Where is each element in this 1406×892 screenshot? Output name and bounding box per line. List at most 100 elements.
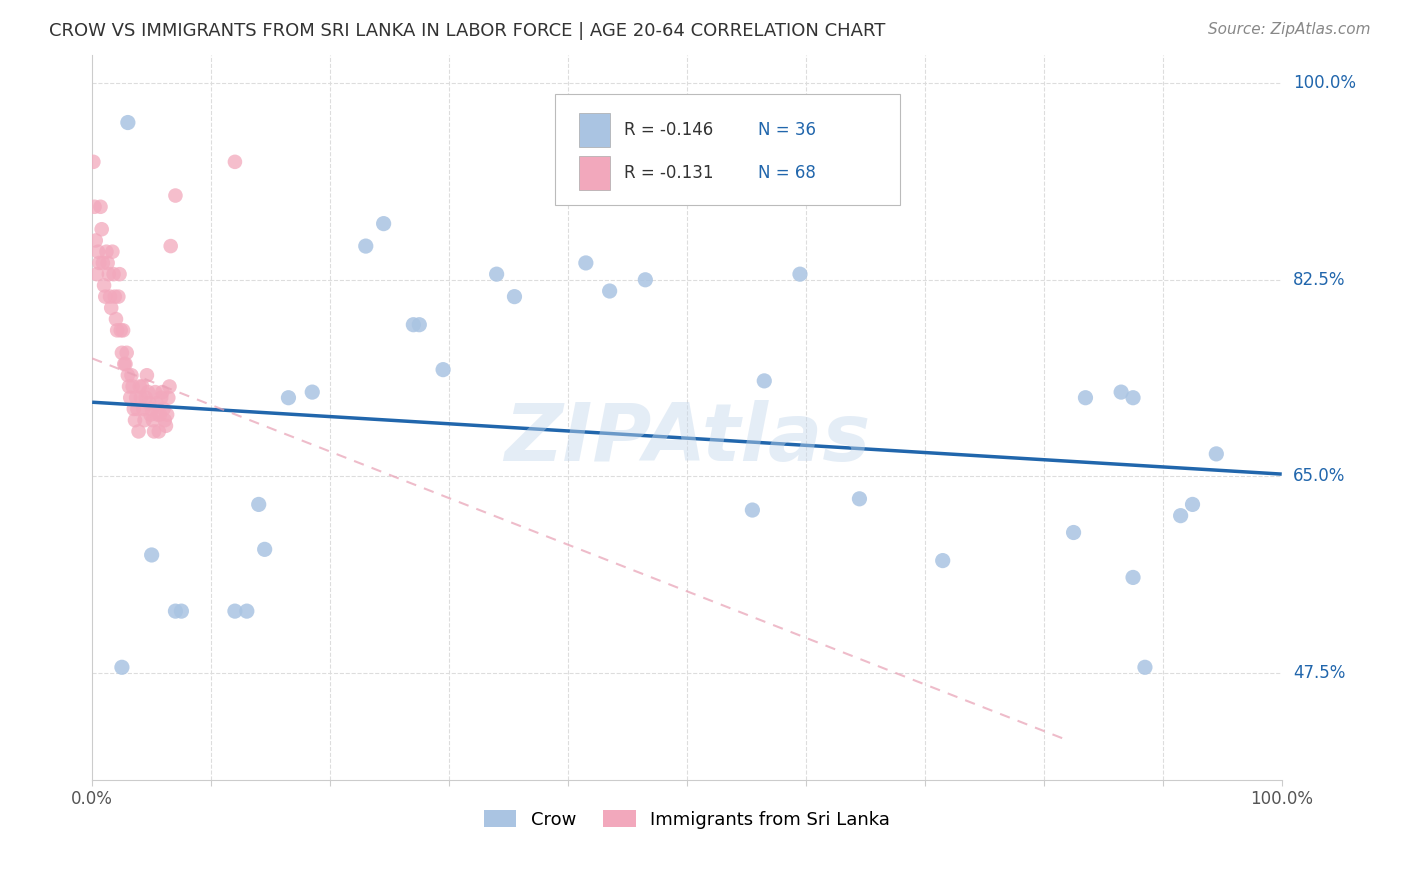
Point xyxy=(789,267,811,281)
Point xyxy=(136,385,159,400)
Point xyxy=(253,542,276,557)
Point xyxy=(402,318,425,332)
Point xyxy=(575,256,598,270)
Point xyxy=(96,244,118,259)
Point xyxy=(848,491,870,506)
Point xyxy=(159,239,181,253)
Point xyxy=(155,418,177,433)
Point xyxy=(153,413,176,427)
Point xyxy=(1109,385,1132,400)
Point xyxy=(373,217,395,231)
Point xyxy=(105,323,128,337)
Point xyxy=(127,401,149,416)
Point xyxy=(408,318,430,332)
Point xyxy=(84,234,107,248)
Point xyxy=(634,273,657,287)
Point xyxy=(135,368,157,383)
Point xyxy=(112,357,135,371)
Point xyxy=(157,391,180,405)
Point xyxy=(354,239,377,253)
Text: ZIPAtlas: ZIPAtlas xyxy=(503,401,870,478)
Point xyxy=(128,379,150,393)
Point xyxy=(224,154,246,169)
Point xyxy=(1170,508,1192,523)
Point xyxy=(121,379,143,393)
Point xyxy=(97,267,120,281)
Point xyxy=(146,408,169,422)
Point xyxy=(149,408,172,422)
Text: Source: ZipAtlas.com: Source: ZipAtlas.com xyxy=(1208,22,1371,37)
Point xyxy=(148,425,170,439)
Point xyxy=(115,346,138,360)
Point xyxy=(224,604,246,618)
Text: R = -0.146: R = -0.146 xyxy=(624,121,713,139)
Point xyxy=(117,368,139,383)
Point xyxy=(91,256,114,270)
Point xyxy=(114,357,136,371)
Point xyxy=(135,391,157,405)
Point xyxy=(145,396,167,410)
Text: R = -0.131: R = -0.131 xyxy=(624,164,714,182)
Point xyxy=(131,379,153,393)
Point xyxy=(101,244,124,259)
Point xyxy=(1181,497,1204,511)
Point xyxy=(129,391,152,405)
Point xyxy=(86,267,108,281)
Point xyxy=(110,323,132,337)
Point xyxy=(93,278,115,293)
Point xyxy=(156,408,179,422)
Point xyxy=(1074,391,1097,405)
Point xyxy=(117,115,139,129)
Point xyxy=(150,385,173,400)
Point xyxy=(103,267,125,281)
Point xyxy=(97,256,120,270)
Point xyxy=(247,497,270,511)
Point xyxy=(104,290,127,304)
Point xyxy=(118,379,141,393)
Point xyxy=(432,362,454,376)
Point xyxy=(125,391,148,405)
Point xyxy=(141,401,163,416)
Text: N = 68: N = 68 xyxy=(758,164,815,182)
Point xyxy=(87,244,110,259)
Point xyxy=(1133,660,1156,674)
Point xyxy=(139,408,162,422)
Point xyxy=(1205,447,1227,461)
Point xyxy=(89,256,111,270)
Point xyxy=(170,604,193,618)
Point xyxy=(1122,570,1144,584)
Text: N = 36: N = 36 xyxy=(758,121,815,139)
Point xyxy=(98,290,121,304)
Point xyxy=(159,379,181,393)
Point xyxy=(112,323,135,337)
Point xyxy=(143,425,166,439)
Point xyxy=(741,503,763,517)
Point xyxy=(122,401,145,416)
Point xyxy=(503,290,526,304)
Point xyxy=(141,548,163,562)
Text: 82.5%: 82.5% xyxy=(1294,271,1346,289)
Point xyxy=(83,200,105,214)
Legend: Crow, Immigrants from Sri Lanka: Crow, Immigrants from Sri Lanka xyxy=(477,803,897,836)
Point xyxy=(128,425,150,439)
Point xyxy=(165,604,187,618)
Text: 100.0%: 100.0% xyxy=(1294,74,1355,92)
Text: 47.5%: 47.5% xyxy=(1294,664,1346,681)
Point xyxy=(236,604,259,618)
Point xyxy=(165,188,187,202)
Point xyxy=(1063,525,1085,540)
Point xyxy=(138,396,160,410)
Point xyxy=(90,222,112,236)
Point xyxy=(89,200,111,214)
Point xyxy=(124,413,146,427)
Point xyxy=(143,385,166,400)
Point xyxy=(108,267,131,281)
Point xyxy=(104,312,127,326)
Point xyxy=(152,401,174,416)
Point xyxy=(754,374,776,388)
Point xyxy=(134,413,156,427)
Point xyxy=(107,290,129,304)
Point xyxy=(120,391,142,405)
Point xyxy=(599,284,621,298)
Point xyxy=(1122,391,1144,405)
